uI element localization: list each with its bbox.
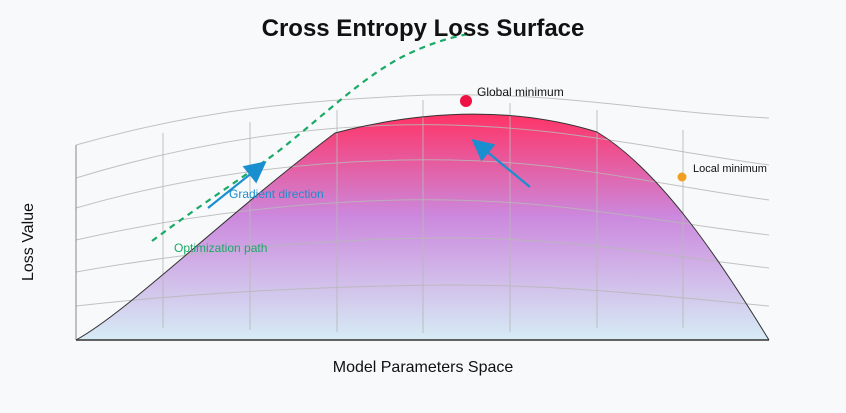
- chart-title: Cross Entropy Loss Surface: [262, 15, 585, 42]
- gradient-arrow-right: [471, 139, 531, 188]
- surface-grid-horizontal: [75, 94, 770, 307]
- global-minimum-marker: [460, 95, 472, 107]
- surface-grid-vertical: [162, 100, 684, 333]
- global-minimum-label: Global minimum: [477, 85, 564, 99]
- optimization-path-label: Optimization path: [174, 241, 267, 255]
- gradient-direction-label: Gradient direction: [229, 187, 324, 201]
- local-minimum-label: Local minimum: [693, 163, 767, 175]
- gradient-arrow-left: [207, 161, 267, 209]
- x-axis-label: Model Parameters Space: [333, 359, 514, 376]
- local-minimum-marker: [677, 172, 687, 182]
- loss-curve-outline: [75, 113, 770, 341]
- y-axis-label: Loss Value: [20, 203, 37, 281]
